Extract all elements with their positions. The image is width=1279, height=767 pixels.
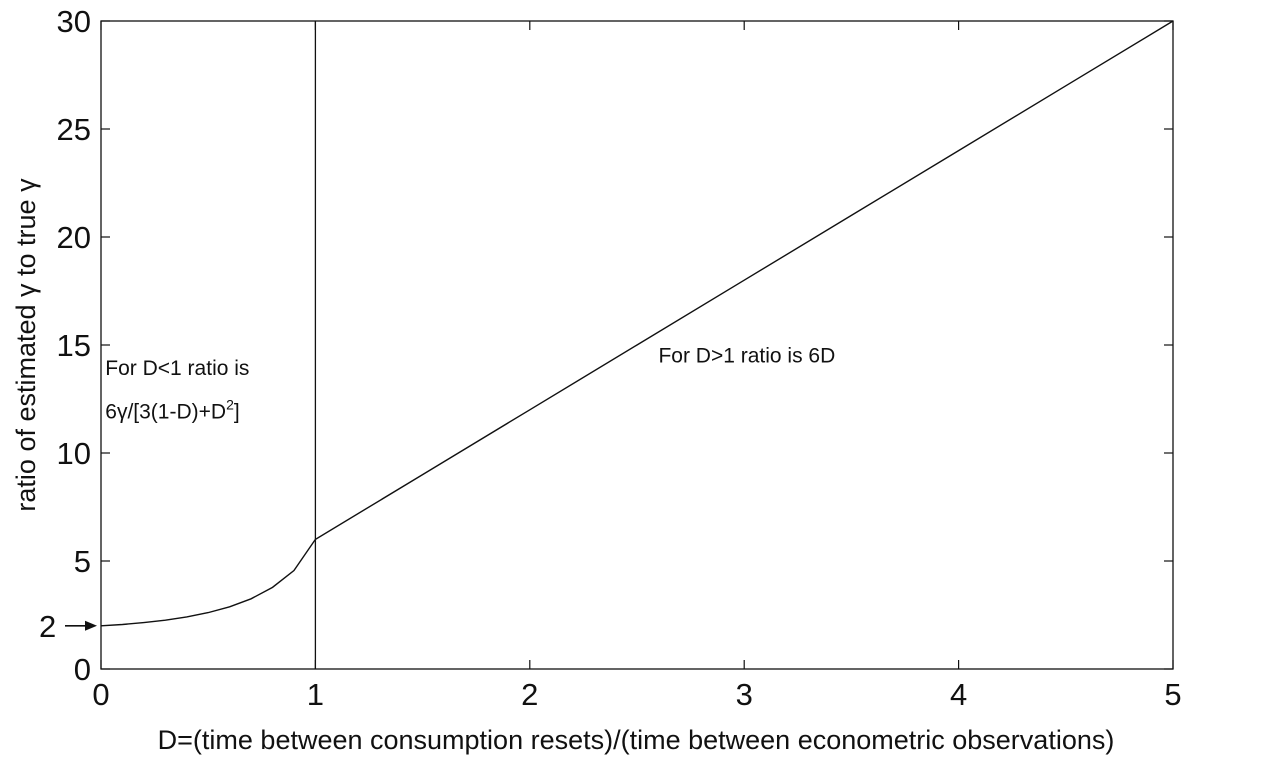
formula-end: ]: [234, 400, 240, 423]
formula-superscript: 2: [226, 396, 234, 412]
y-tick-label: 10: [57, 436, 91, 471]
y-tick-label: 30: [57, 4, 91, 39]
x-tick-label: 3: [736, 677, 753, 712]
series-line: [100, 20, 1174, 627]
y-tick-label: 15: [57, 328, 91, 363]
arrow-head-icon: [85, 620, 97, 631]
x-tick-label: 4: [950, 677, 967, 712]
y-tick-label: 20: [57, 220, 91, 255]
annotation-high-d: For D>1 ratio is 6D: [658, 344, 835, 367]
x-tick-label: 0: [92, 677, 109, 712]
y-tick-label: 5: [74, 544, 91, 579]
formula-main: 6γ/[3(1-D)+D: [105, 400, 226, 423]
x-tick-label: 5: [1164, 677, 1181, 712]
x-tick-label: 1: [307, 677, 324, 712]
x-axis-title: D=(time between consumption resets)/(tim…: [158, 725, 1115, 755]
annotation-formula: 6γ/[3(1-D)+D2]: [105, 396, 239, 423]
y-extra-tick-label: 2: [39, 609, 56, 644]
y-tick-label: 0: [74, 652, 91, 687]
y-axis-title: ratio of estimated γ to true γ: [11, 178, 41, 512]
x-tick-label: 2: [521, 677, 538, 712]
annotation-low-d: For D<1 ratio is: [105, 357, 249, 380]
y-tick-label: 25: [57, 112, 91, 147]
